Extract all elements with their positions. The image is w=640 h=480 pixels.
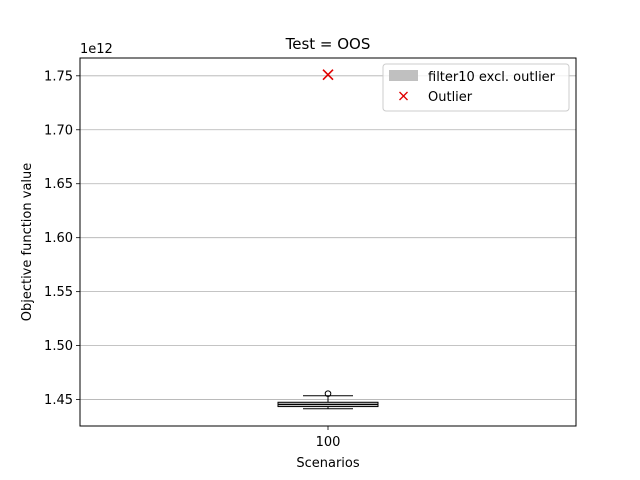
y-tick-label: 1.75 <box>44 69 73 84</box>
x-axis-label: Scenarios <box>296 456 360 471</box>
y-tick-label: 1.55 <box>44 285 73 300</box>
outlier-stroke-b <box>322 69 334 81</box>
y-tick-label: 1.45 <box>44 393 73 408</box>
y-tick-label: 1.70 <box>44 123 73 138</box>
plot-marks <box>277 69 379 410</box>
chart-title: Test = OOS <box>285 35 371 53</box>
y-tick-label: 1.50 <box>44 339 73 354</box>
box-flier <box>324 390 332 397</box>
legend-swatch-box <box>389 70 418 81</box>
y-tick-label: 1.60 <box>44 231 73 246</box>
legend-marker-outlier <box>399 91 408 101</box>
x-axis-ticks: 100 <box>316 426 341 450</box>
legend-label-box: filter10 excl. outlier <box>428 70 556 85</box>
legend-frame <box>382 63 570 112</box>
y-axis-ticks: 1.45 1.50 1.55 1.60 1.65 1.70 1.75 <box>44 69 80 408</box>
legend-label-outlier: Outlier <box>428 90 473 105</box>
y-tick-label: 1.65 <box>44 177 73 192</box>
legend: filter10 excl. outlier Outlier <box>382 63 570 112</box>
x-tick-label: 100 <box>316 435 341 450</box>
y-offset-label: 1e12 <box>80 42 113 57</box>
y-axis-label: Objective function value <box>20 163 35 322</box>
outlier-marker <box>322 69 334 81</box>
